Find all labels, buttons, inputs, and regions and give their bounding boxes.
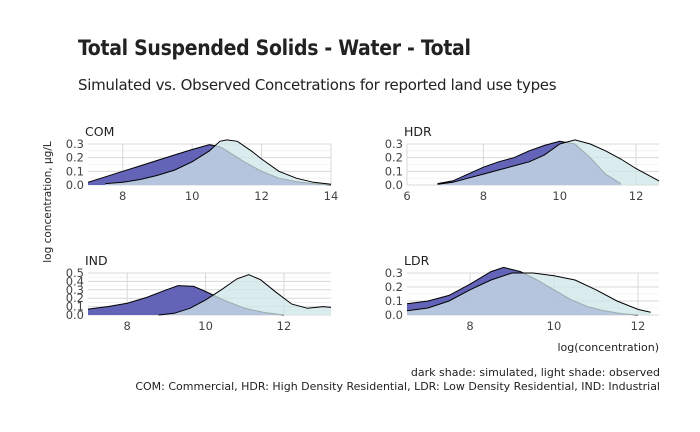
x-tick-label: 10 [185, 189, 200, 203]
y-tick-label: 0.2 [66, 151, 84, 165]
panel-com: COM 0.00.10.20.3 8 10 12 14 [66, 124, 339, 203]
x-tick-label: 12 [629, 189, 644, 203]
x-tick-label: 10 [547, 319, 562, 333]
x-tick-label: 10 [552, 189, 567, 203]
observed-density-area [158, 274, 331, 315]
panel-label: LDR [404, 253, 430, 268]
panel-label: HDR [404, 124, 432, 139]
panel-ldr: LDR 0.00.10.20.3 8 10 12 [385, 253, 659, 333]
x-tick-label: 8 [466, 319, 473, 333]
x-axis-label: log(concentration) [557, 341, 659, 354]
caption-landuse-legend: COM: Commercial, HDR: High Density Resid… [135, 380, 660, 393]
y-tick-label: 0.5 [66, 266, 84, 280]
y-tick-label: 0.1 [66, 300, 84, 314]
x-tick-label: 8 [124, 319, 131, 333]
observed-density-line [406, 272, 651, 313]
x-tick-label: 6 [403, 189, 410, 203]
y-tick-label: 0.3 [66, 283, 84, 297]
chart-title: Total Suspended Solids - Water - Total [78, 36, 471, 60]
observed-density-line [158, 274, 332, 316]
y-tick-label: 0.0 [66, 178, 84, 192]
x-tick-label: 10 [198, 319, 213, 333]
x-tick-label: 8 [480, 189, 487, 203]
panel-ind: IND 0.00.10.20.30.40.5 8 10 12 [66, 253, 332, 333]
chart-subtitle: Simulated vs. Observed Concetrations for… [78, 76, 557, 94]
x-tick-label: 12 [254, 189, 269, 203]
y-tick-label: 0.2 [385, 151, 403, 165]
y-tick-label: 0.1 [66, 164, 84, 178]
y-tick-label: 0.1 [385, 164, 403, 178]
y-tick-label: 0.0 [385, 178, 403, 192]
caption-shading-note: dark shade: simulated, light shade: obse… [410, 366, 660, 379]
x-tick-label: 8 [119, 189, 126, 203]
x-tick-label: 12 [277, 319, 292, 333]
observed-density-area [105, 139, 332, 185]
x-tick-label: 14 [324, 189, 339, 203]
panel-label: COM [85, 124, 114, 139]
y-axis-label: log concentration, µg/L [42, 141, 54, 263]
y-tick-label: 0.2 [66, 291, 84, 305]
observed-density-line [105, 139, 332, 185]
y-tick-label: 0.4 [66, 274, 84, 288]
y-tick-label: 0.0 [66, 308, 84, 322]
y-tick-label: 0.1 [385, 294, 403, 308]
observed-density-area [407, 273, 651, 315]
observed-density-area [437, 139, 659, 185]
panel-label: IND [85, 253, 108, 268]
y-tick-label: 0.2 [385, 280, 403, 294]
x-tick-label: 12 [631, 319, 646, 333]
y-tick-label: 0.3 [66, 137, 84, 151]
observed-density-line [437, 139, 660, 185]
y-tick-label: 0.3 [385, 137, 403, 151]
y-tick-label: 0.3 [385, 266, 403, 280]
y-tick-label: 0.0 [385, 308, 403, 322]
panel-hdr: HDR 0.00.10.20.3 6 8 10 12 [385, 124, 660, 203]
